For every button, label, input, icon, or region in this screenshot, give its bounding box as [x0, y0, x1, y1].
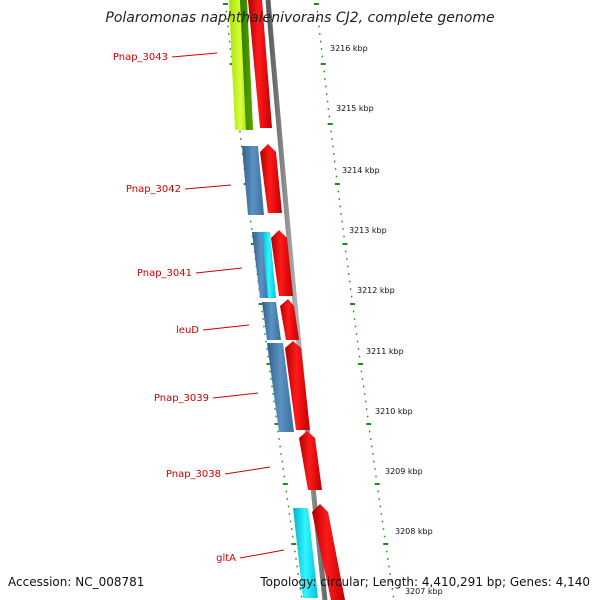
kbp-tick-label: 3215 kbp	[336, 104, 374, 113]
outer-tick-ring	[313, 3, 395, 598]
accession-text: Accession: NC_008781	[8, 575, 144, 589]
kbp-tick-label: 3210 kbp	[375, 407, 413, 416]
gene-label[interactable]: Pnap_3039	[154, 393, 209, 404]
gene-label[interactable]: gltA	[216, 553, 236, 564]
label-leader-lines	[171, 52, 285, 559]
gene-feature-fwd-7[interactable]	[312, 504, 345, 600]
map-title: Polaromonas naphthalenivorans CJ2, compl…	[105, 10, 494, 26]
kbp-tick-label: 3207 kbp	[405, 587, 443, 596]
gene-feature-pnap-3043-inner	[240, 0, 253, 130]
gene-feature-pnap-3041-b[interactable]	[262, 232, 276, 298]
gene-feature-pnap-3042[interactable]	[242, 146, 264, 215]
reverse-strand-features	[229, 0, 318, 598]
gene-feature-fwd-4[interactable]	[280, 299, 299, 340]
gene-feature-fwd-1[interactable]	[248, 0, 272, 128]
gene-feature-glta[interactable]	[293, 508, 318, 598]
gene-label[interactable]: Pnap_3041	[137, 268, 192, 279]
kbp-tick-label: 3214 kbp	[342, 166, 380, 175]
gene-feature-leud[interactable]	[262, 302, 281, 340]
genome-summary-text: Topology: circular; Length: 4,410,291 bp…	[259, 575, 590, 589]
kbp-tick-label: 3216 kbp	[330, 44, 368, 53]
gene-feature-fwd-3[interactable]	[271, 230, 293, 296]
gene-label[interactable]: Pnap_3043	[113, 52, 168, 63]
kbp-tick-label: 3209 kbp	[385, 467, 423, 476]
gene-label[interactable]: Pnap_3042	[126, 184, 181, 195]
gene-label[interactable]: leuD	[176, 325, 199, 336]
forward-strand-features	[248, 0, 345, 600]
kbp-tick-label: 3212 kbp	[357, 286, 395, 295]
kbp-tick-label: 3208 kbp	[395, 527, 433, 536]
gene-feature-fwd-6[interactable]	[299, 431, 322, 490]
gene-feature-fwd-5[interactable]	[285, 341, 310, 430]
kbp-tick-label: 3211 kbp	[366, 347, 404, 356]
kbp-tick-labels: 3216 kbp 3215 kbp 3214 kbp 3213 kbp 3212…	[330, 44, 443, 596]
gene-feature-fwd-2[interactable]	[260, 144, 282, 213]
gene-feature-pnap-3039[interactable]	[267, 343, 294, 432]
gene-label[interactable]: Pnap_3038	[166, 469, 221, 480]
gene-labels: Pnap_3043 Pnap_3042 Pnap_3041 leuD Pnap_…	[113, 52, 236, 564]
kbp-tick-label: 3213 kbp	[349, 226, 387, 235]
gene-feature-pnap-3041[interactable]	[252, 232, 270, 298]
